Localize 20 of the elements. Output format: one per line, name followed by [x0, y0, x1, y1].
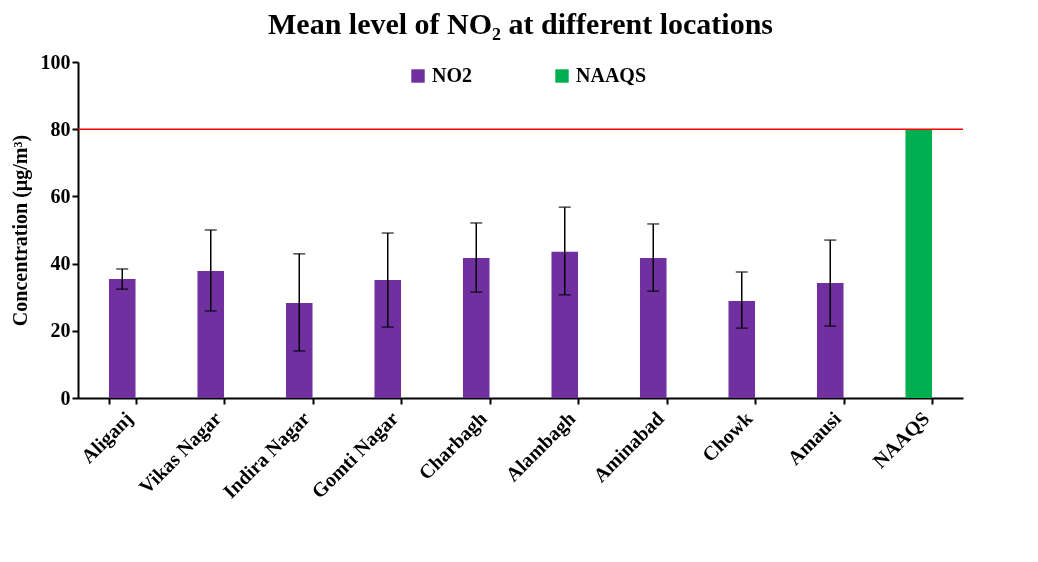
chart-title: Mean level of NO₂ at different locations: [267, 7, 774, 40]
bar: [551, 251, 579, 398]
bar: [197, 270, 225, 398]
legend-label: NAAQS: [576, 64, 647, 86]
bar: [905, 129, 933, 398]
bar: [285, 302, 313, 398]
bar: [374, 280, 402, 398]
legend-label: NO2: [432, 64, 472, 86]
y-axis-title: Concentration (µg/m³): [8, 134, 32, 327]
bar: [108, 279, 136, 398]
y-tick-label: 80: [50, 117, 71, 140]
y-tick-label: 20: [50, 319, 71, 342]
bar: [462, 257, 490, 398]
y-tick-label: 100: [40, 50, 71, 73]
bar: [816, 283, 844, 398]
y-tick-label: 40: [50, 252, 71, 275]
y-tick-label: 60: [50, 184, 71, 207]
y-tick-label: 0: [60, 386, 71, 409]
bar: [639, 257, 667, 398]
bar: [728, 300, 756, 398]
